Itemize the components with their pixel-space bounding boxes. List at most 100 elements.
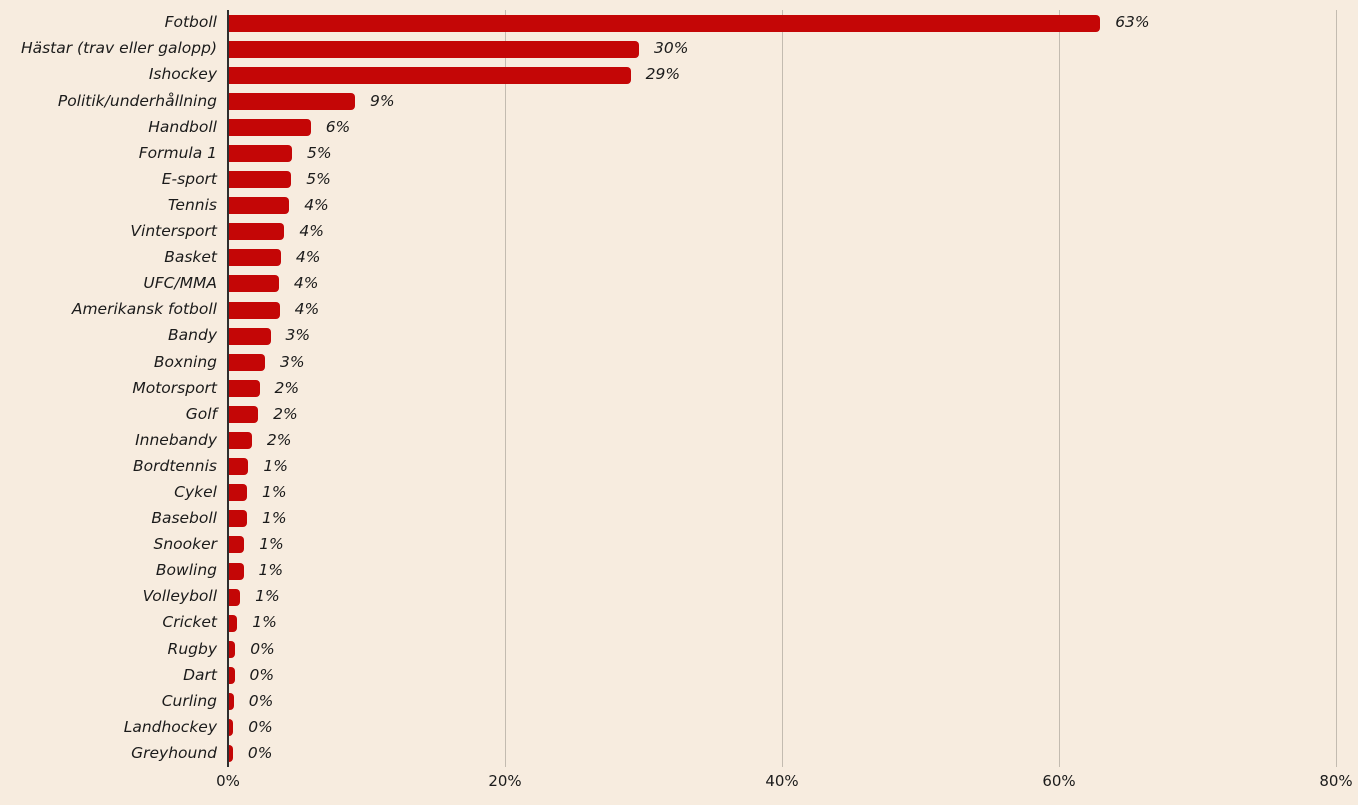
category-label: Fotboll (164, 13, 217, 32)
bar (229, 379, 260, 397)
value-label: 1% (262, 509, 287, 528)
value-label: 0% (247, 743, 273, 762)
bar (229, 92, 355, 110)
bar (229, 432, 252, 450)
bar (229, 171, 292, 189)
x-tick-label: 0% (216, 772, 240, 790)
value-label: 1% (252, 613, 277, 632)
bar (229, 484, 247, 502)
value-label: 29% (645, 65, 681, 84)
bar-row: Dart 0% (0, 662, 1358, 688)
bar-row: Innebandy 2% (0, 428, 1358, 454)
value-label: 3% (280, 352, 305, 371)
bar-row: Golf 2% (0, 401, 1358, 427)
category-label: Baseboll (151, 509, 217, 528)
bar (229, 692, 234, 710)
bar-row: Motorsport 2% (0, 375, 1358, 401)
gridline-60pct (1059, 10, 1060, 767)
category-label: Bordtennis (133, 456, 217, 475)
value-label: 6% (325, 117, 351, 136)
category-label: UFC/MMA (143, 274, 217, 293)
bar-row: Ishockey 29% (0, 62, 1358, 88)
bar (229, 145, 292, 163)
bar (229, 118, 311, 136)
bar-row: Snooker 1% (0, 532, 1358, 558)
bar-row: Amerikansk fotboll 4% (0, 297, 1358, 323)
category-label: Ishockey (148, 65, 217, 84)
category-label: Curling (161, 691, 217, 710)
value-label: 30% (654, 39, 689, 58)
gridline-80pct (1336, 10, 1337, 767)
bar (229, 510, 247, 528)
bar-row: Formula 1 5% (0, 140, 1358, 166)
value-label: 9% (370, 91, 395, 110)
category-label: Cricket (162, 613, 217, 632)
bar (229, 14, 1101, 32)
x-tick-label: 80% (1319, 772, 1353, 790)
bar (229, 223, 285, 241)
bar (229, 66, 631, 84)
value-label: 3% (285, 326, 311, 345)
category-label: Hästar (trav eller galopp) (20, 39, 217, 58)
bar-rows: Fotboll 63% Hästar (trav eller galopp) 30% I… (0, 10, 1358, 767)
value-label: 1% (258, 561, 284, 580)
value-label: 0% (249, 665, 275, 684)
value-label: 5% (306, 169, 331, 188)
category-label: Boxning (153, 352, 217, 371)
category-label: Bowling (155, 561, 217, 580)
bar-row: Volleyboll 1% (0, 584, 1358, 610)
x-tick-label: 20% (488, 772, 522, 790)
x-tick-label: 60% (1042, 772, 1076, 790)
bar (229, 745, 233, 763)
category-label: E-sport (161, 169, 217, 188)
bar-row: Bordtennis 1% (0, 454, 1358, 480)
category-label: Volleyboll (142, 587, 217, 606)
value-label: 1% (263, 456, 288, 475)
bar (229, 197, 290, 215)
value-label: 5% (307, 143, 332, 162)
category-label: Landhockey (123, 717, 217, 736)
category-label: Handboll (148, 117, 217, 136)
bar (229, 666, 235, 684)
category-label: Golf (185, 404, 217, 423)
x-tick-label: 40% (765, 772, 799, 790)
bar (229, 405, 259, 423)
category-label: Motorsport (132, 378, 217, 397)
bar-row: Cricket 1% (0, 610, 1358, 636)
bar-row: Bandy 3% (0, 323, 1358, 349)
category-label: Amerikansk fotboll (71, 300, 217, 319)
bar (229, 249, 281, 267)
value-label: 4% (304, 195, 329, 214)
bar-row: Boxning 3% (0, 349, 1358, 375)
bar (229, 458, 249, 476)
category-label: Bandy (168, 326, 217, 345)
bar-row: UFC/MMA 4% (0, 271, 1358, 297)
value-label: 2% (266, 430, 292, 449)
value-label: 4% (299, 222, 324, 241)
bar-row: Vintersport 4% (0, 219, 1358, 245)
bar-row: Cykel 1% (0, 480, 1358, 506)
category-label: Innebandy (135, 430, 217, 449)
category-label: Greyhound (131, 743, 217, 762)
bar-row: Greyhound 0% (0, 741, 1358, 767)
bar (229, 719, 234, 737)
category-label: Rugby (167, 639, 217, 658)
bar-row: Landhockey 0% (0, 715, 1358, 741)
value-label: 0% (248, 691, 274, 710)
category-label: Cykel (174, 482, 217, 501)
value-label: 1% (259, 535, 284, 554)
value-label: 1% (262, 482, 287, 501)
bar-row: Rugby 0% (0, 636, 1358, 662)
value-label: 1% (255, 587, 280, 606)
category-label: Vintersport (130, 222, 217, 241)
bar (229, 640, 236, 658)
bar (229, 40, 639, 58)
bar (229, 536, 245, 554)
y-axis-line (227, 10, 229, 767)
value-label: 63% (1115, 13, 1150, 32)
bar-row: Handboll 6% (0, 114, 1358, 140)
bar-row: Hästar (trav eller galopp) 30% (0, 36, 1358, 62)
value-label: 4% (293, 274, 319, 293)
bar (229, 275, 279, 293)
